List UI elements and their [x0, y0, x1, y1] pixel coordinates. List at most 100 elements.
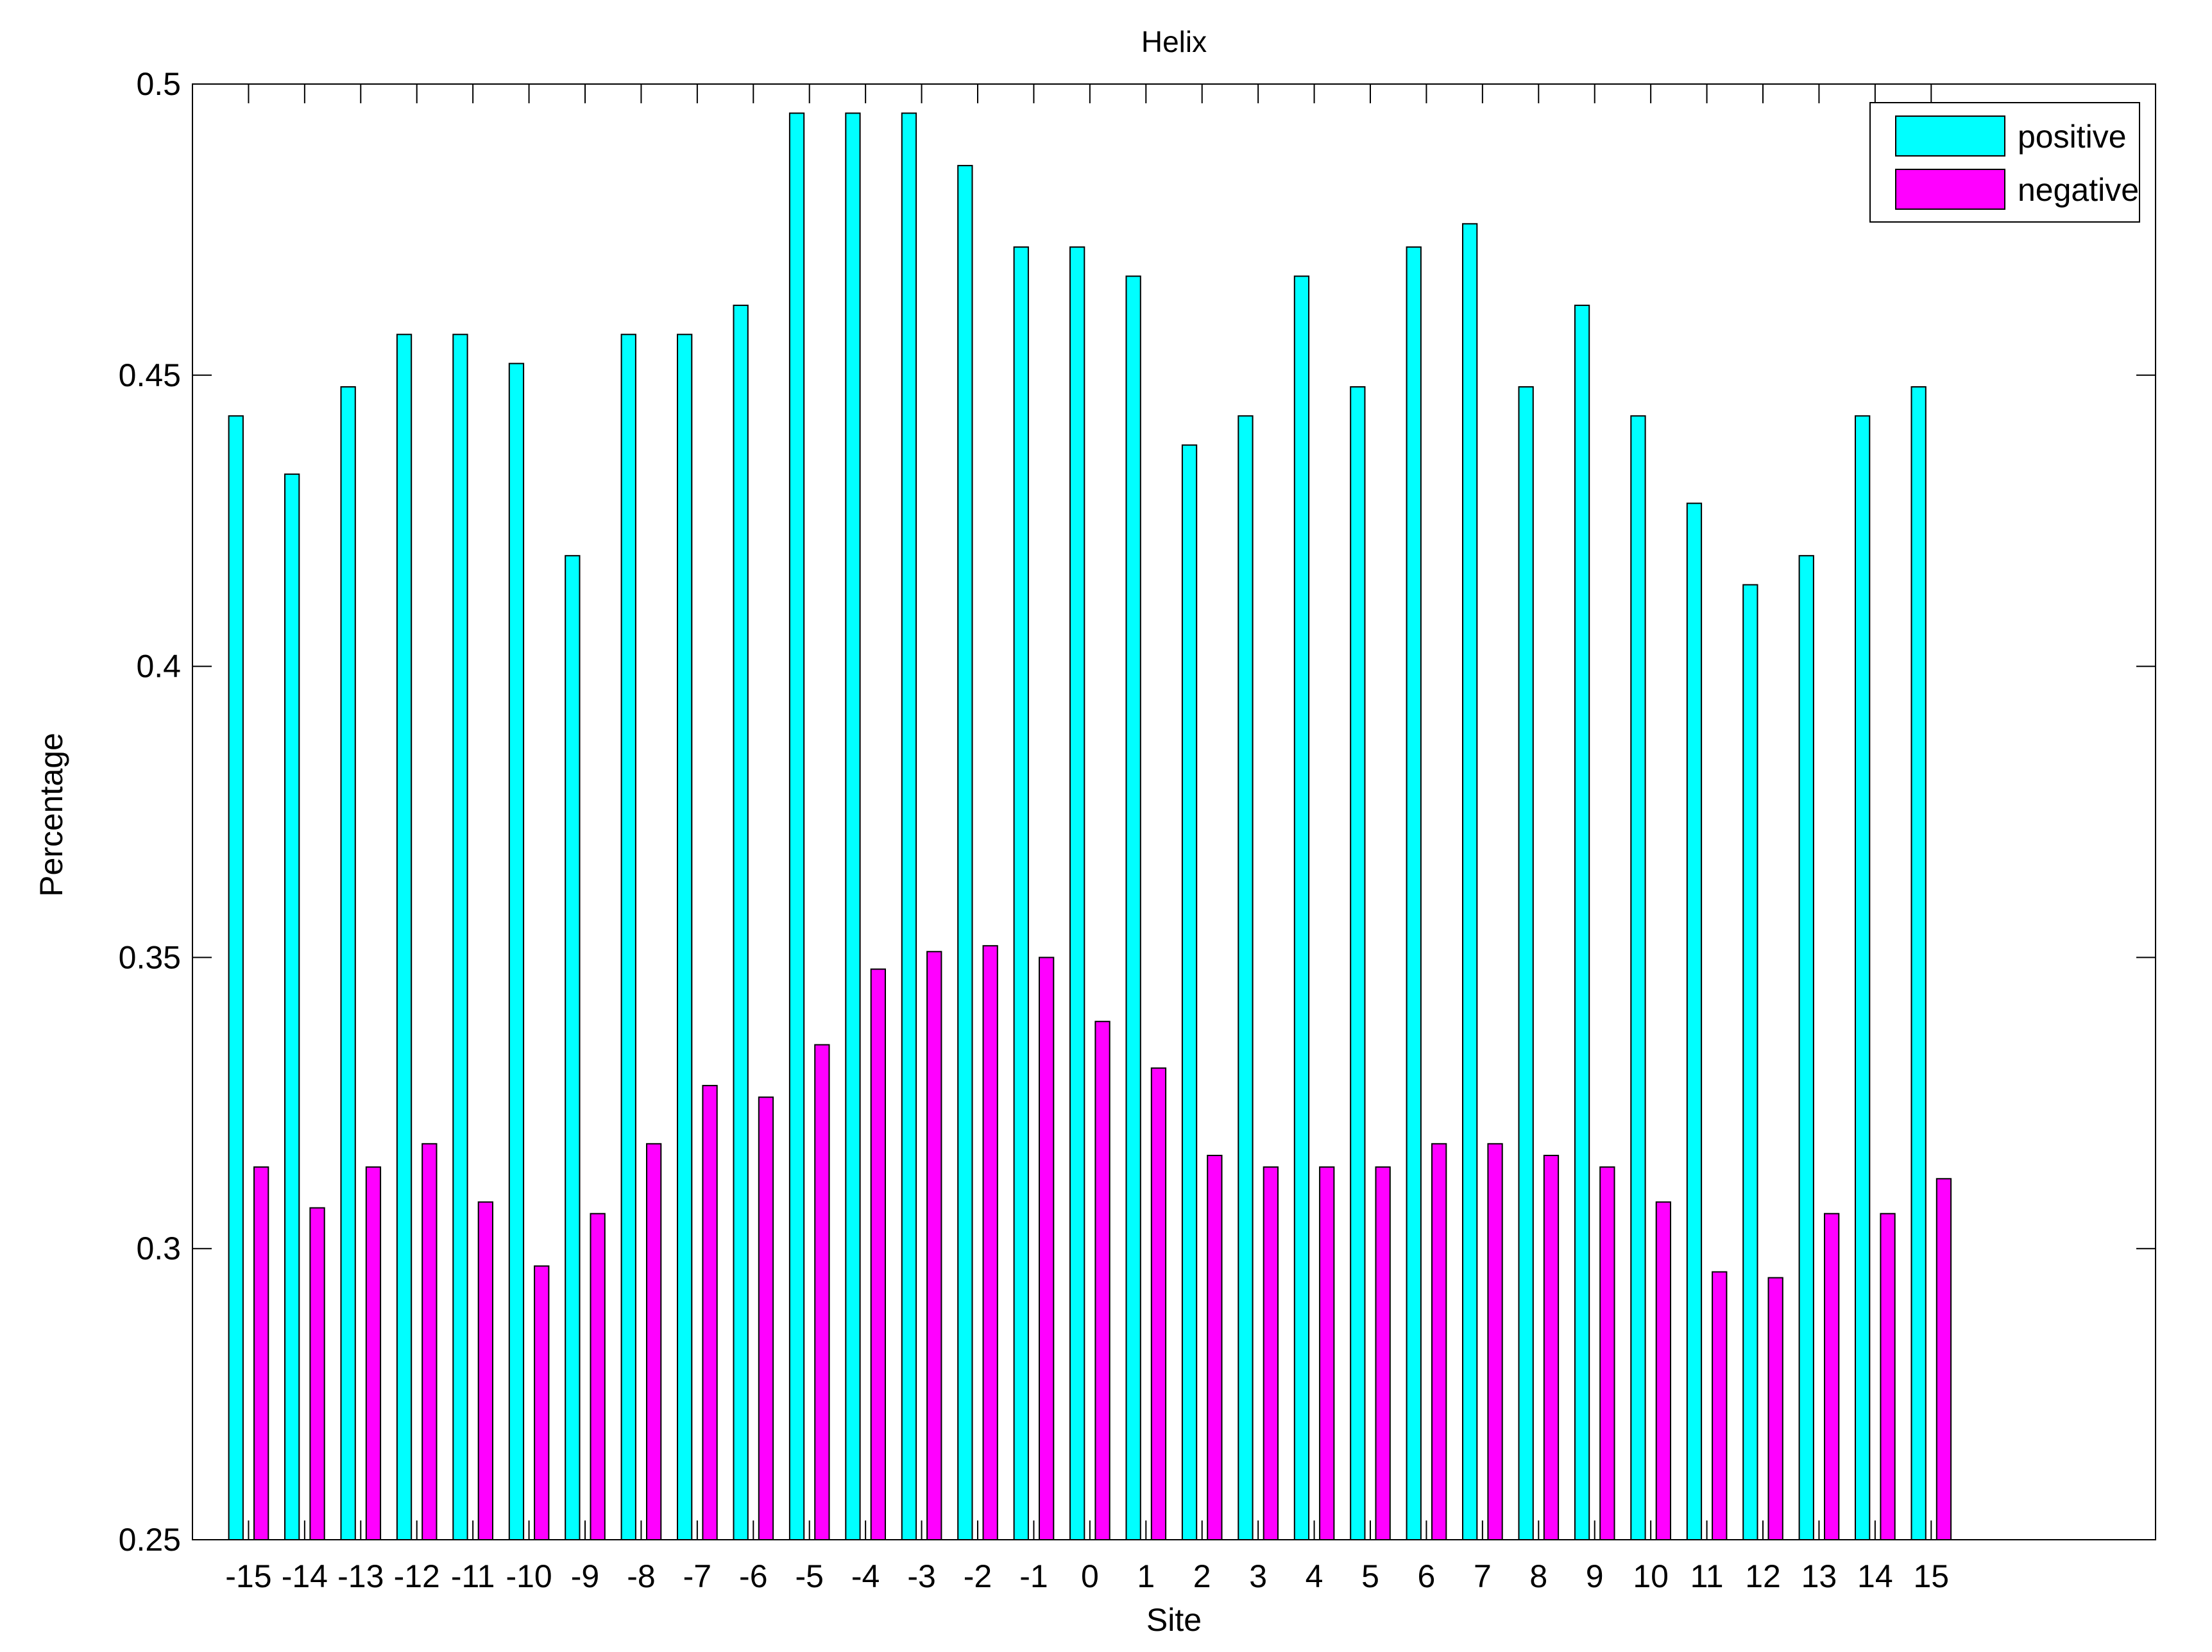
- x-tick-label: -13: [337, 1558, 384, 1594]
- x-tick-label: -4: [851, 1558, 880, 1594]
- bar-negative-12: [1767, 1277, 1783, 1540]
- bar-negative-10: [1655, 1201, 1671, 1540]
- bar-positive-14: [1855, 415, 1871, 1540]
- legend-swatch-positive: [1895, 115, 2005, 157]
- bar-positive--13: [340, 386, 356, 1540]
- bar-negative--12: [421, 1143, 438, 1541]
- bar-positive--8: [620, 334, 636, 1540]
- bar-positive-2: [1181, 444, 1198, 1541]
- x-tick-label: -2: [964, 1558, 992, 1594]
- bar-negative-15: [1936, 1178, 1952, 1541]
- x-tick-label: -10: [506, 1558, 552, 1594]
- bar-negative--15: [253, 1166, 269, 1540]
- bar-positive-10: [1630, 415, 1646, 1540]
- bar-positive--4: [845, 112, 861, 1541]
- bar-negative--2: [982, 945, 998, 1540]
- bar-negative-4: [1319, 1166, 1335, 1540]
- bar-positive--5: [788, 112, 805, 1541]
- x-tick-label: -1: [1019, 1558, 1048, 1594]
- bar-negative-0: [1094, 1021, 1110, 1540]
- bar-positive--10: [508, 362, 525, 1540]
- bar-negative--10: [534, 1265, 550, 1541]
- bar-positive--2: [957, 165, 973, 1540]
- bar-negative--8: [646, 1143, 662, 1541]
- bar-negative-14: [1880, 1213, 1896, 1540]
- bar-negative--7: [702, 1085, 718, 1540]
- legend-swatch-negative: [1895, 169, 2005, 210]
- x-tick-label: 6: [1418, 1558, 1436, 1594]
- x-tick-label: 9: [1586, 1558, 1604, 1594]
- x-tick-label: -15: [225, 1558, 271, 1594]
- y-axis-ticks: 0.25 0.3 0.35 0.4 0.45 0.5: [119, 66, 2156, 1558]
- y-tick-label: 0.45: [119, 357, 181, 393]
- x-tick-label: 2: [1193, 1558, 1211, 1594]
- x-tick-label: 3: [1249, 1558, 1267, 1594]
- bar-negative-8: [1543, 1155, 1560, 1540]
- x-tick-label: 10: [1633, 1558, 1669, 1594]
- bar-positive--15: [228, 415, 244, 1540]
- x-tick-label: -7: [683, 1558, 711, 1594]
- bar-negative-1: [1150, 1067, 1167, 1541]
- bar-positive-9: [1574, 304, 1590, 1540]
- bar-negative-7: [1487, 1143, 1503, 1541]
- bar-positive--1: [1013, 246, 1029, 1541]
- bar-negative-13: [1824, 1213, 1840, 1540]
- x-tick-label: 12: [1745, 1558, 1781, 1594]
- x-tick-label: 5: [1361, 1558, 1379, 1594]
- x-tick-label: 13: [1801, 1558, 1837, 1594]
- bar-negative--14: [309, 1207, 325, 1540]
- x-tick-label: -12: [394, 1558, 440, 1594]
- bar-negative-5: [1375, 1166, 1391, 1540]
- x-tick-label: -8: [627, 1558, 655, 1594]
- y-tick-label: 0.35: [119, 939, 181, 975]
- y-tick-label: 0.25: [119, 1522, 181, 1558]
- bar-positive-0: [1069, 246, 1085, 1541]
- x-tick-label: -14: [282, 1558, 328, 1594]
- x-axis-ticks: -15 -14 -13 -12 -11 -10 -9 -8 -7 -6 -5 -4 -3 -2 -1 0 1 2 3…: [225, 84, 1949, 1594]
- bar-negative--6: [758, 1096, 774, 1540]
- bar-negative--11: [477, 1201, 494, 1540]
- bar-positive-1: [1125, 275, 1141, 1540]
- bar-negative--13: [365, 1166, 382, 1540]
- x-tick-label: -3: [907, 1558, 935, 1594]
- x-tick-label: 15: [1913, 1558, 1949, 1594]
- bar-negative-3: [1263, 1166, 1279, 1540]
- chart-title: Helix: [1141, 25, 1207, 58]
- y-tick-label: 0.5: [136, 66, 181, 102]
- bar-positive--11: [452, 334, 468, 1540]
- bar-positive-3: [1238, 415, 1254, 1540]
- bar-negative-11: [1712, 1271, 1728, 1540]
- x-axis-label: Site: [1146, 1602, 1202, 1638]
- bar-negative-9: [1599, 1166, 1615, 1540]
- x-tick-label: 7: [1474, 1558, 1492, 1594]
- bar-negative--1: [1039, 957, 1055, 1540]
- x-tick-label: 14: [1857, 1558, 1893, 1594]
- bar-positive-8: [1518, 386, 1534, 1540]
- bar-positive-12: [1742, 584, 1758, 1540]
- bar-positive-15: [1910, 386, 1927, 1540]
- x-tick-label: 8: [1529, 1558, 1547, 1594]
- y-tick-label: 0.4: [136, 649, 181, 685]
- bar-positive--9: [565, 555, 581, 1541]
- x-tick-label: -11: [451, 1558, 495, 1594]
- bar-negative--4: [870, 968, 886, 1540]
- bar-positive-11: [1686, 502, 1703, 1540]
- bar-positive-6: [1406, 246, 1422, 1541]
- x-tick-label: 11: [1690, 1558, 1724, 1594]
- x-tick-label: 4: [1306, 1558, 1323, 1594]
- plot-area-frame: [192, 83, 2156, 1540]
- bar-negative-6: [1431, 1143, 1447, 1541]
- bar-negative--5: [814, 1044, 830, 1540]
- bar-positive-13: [1798, 555, 1814, 1541]
- x-tick-label: 1: [1137, 1558, 1155, 1594]
- bar-negative-2: [1207, 1155, 1223, 1540]
- x-tick-label: -9: [571, 1558, 599, 1594]
- bar-positive--3: [901, 112, 917, 1541]
- bar-positive--6: [733, 304, 749, 1540]
- legend: positive negative: [1869, 102, 2140, 223]
- x-tick-label: -5: [795, 1558, 823, 1594]
- x-tick-label: -6: [739, 1558, 767, 1594]
- bar-positive-5: [1350, 386, 1366, 1540]
- bar-negative--9: [590, 1213, 606, 1540]
